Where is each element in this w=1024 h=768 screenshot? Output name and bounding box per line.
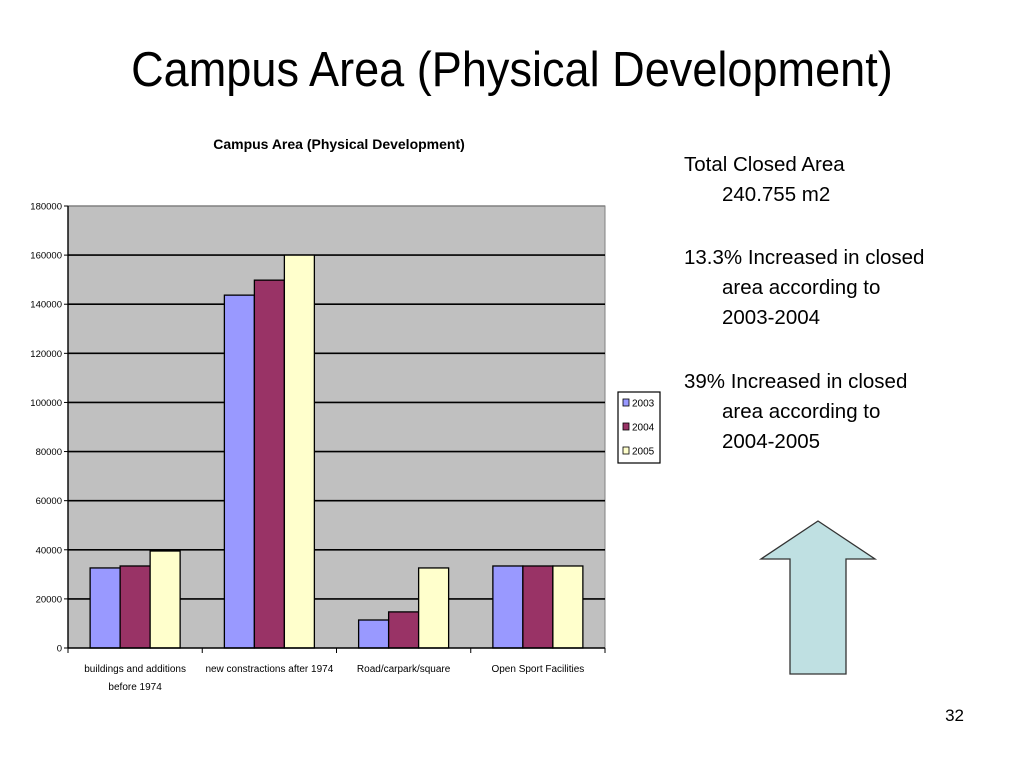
bar-2004-2 [253,279,286,649]
bullet-text: 13.3% Increased in closed [684,246,925,269]
bar-2003-4 [492,565,524,649]
bullet-text: 39% Increased in closed [684,370,908,393]
bar-2004-3 [387,611,420,649]
bullet-increase-2004-2005: 39% Increased in closed area according t… [684,367,1014,457]
y-tick-label: 100000 [30,398,62,409]
bullet-text: 2003-2004 [722,306,821,329]
slide-title-text: Campus Area (Physical Development) [131,43,893,97]
y-tick-label: 120000 [30,349,62,360]
bullet-text: Total Closed Area [684,153,845,176]
legend-label-2003: 2003 [632,399,655,410]
page-number: 32 [945,706,964,725]
legend-swatch-2004 [622,422,630,431]
x-category-label: Road/carpark/square [357,664,451,675]
up-arrow-icon [758,520,878,675]
legend-swatch-2003 [622,398,630,407]
bar-2005-3 [417,567,450,649]
y-tick-label: 160000 [30,251,62,262]
x-category-label: buildings and additions [84,664,186,675]
bar-2004-4 [522,565,554,649]
bar-2003-1 [89,567,121,649]
legend-label-2005: 2005 [632,447,655,458]
bullet-list: Total Closed Area 240.755 m2 13.3% Incre… [684,150,1014,457]
legend: 2003 2004 2005 [617,391,661,464]
y-tick-label: 140000 [30,300,62,311]
y-tick-label: 0 [57,644,62,655]
legend-swatch-2005 [622,446,630,455]
chart-title: Campus Area (Physical Development) [213,136,465,152]
x-category-label: Open Sport Facilities [491,664,584,675]
bar-2003-3 [357,619,390,649]
bar-2003-2 [223,294,256,649]
bullet-text: 240.755 m2 [722,183,831,206]
bullet-increase-2003-2004: 13.3% Increased in closed area according… [684,243,1014,333]
bar-chart: Campus Area (Physical Development) 0 2000… [30,136,661,693]
bullet-text: 2004-2005 [722,430,821,453]
bar-2005-2 [283,254,316,649]
bar-2005-4 [552,565,584,649]
y-tick-label: 40000 [36,545,62,556]
bullet-total-closed-area: Total Closed Area 240.755 m2 [684,150,1014,210]
bullet-text: area according to [722,276,881,299]
x-category-label: before 1974 [108,682,162,693]
y-tick-label: 80000 [36,447,62,458]
y-tick-label: 20000 [36,594,62,605]
slide-title: Campus Area (Physical Development) [0,40,1024,100]
legend-label-2004: 2004 [632,423,655,434]
bar-2004-1 [119,565,151,649]
y-tick-label: 180000 [30,202,62,213]
bar-2005-1 [149,550,181,649]
y-tick-label: 60000 [36,496,62,507]
bullet-text: area according to [722,400,881,423]
x-category-label: new constractions after 1974 [205,664,333,675]
